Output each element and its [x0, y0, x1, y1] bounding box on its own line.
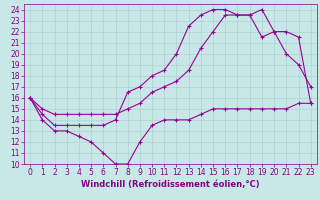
X-axis label: Windchill (Refroidissement éolien,°C): Windchill (Refroidissement éolien,°C): [81, 180, 260, 189]
